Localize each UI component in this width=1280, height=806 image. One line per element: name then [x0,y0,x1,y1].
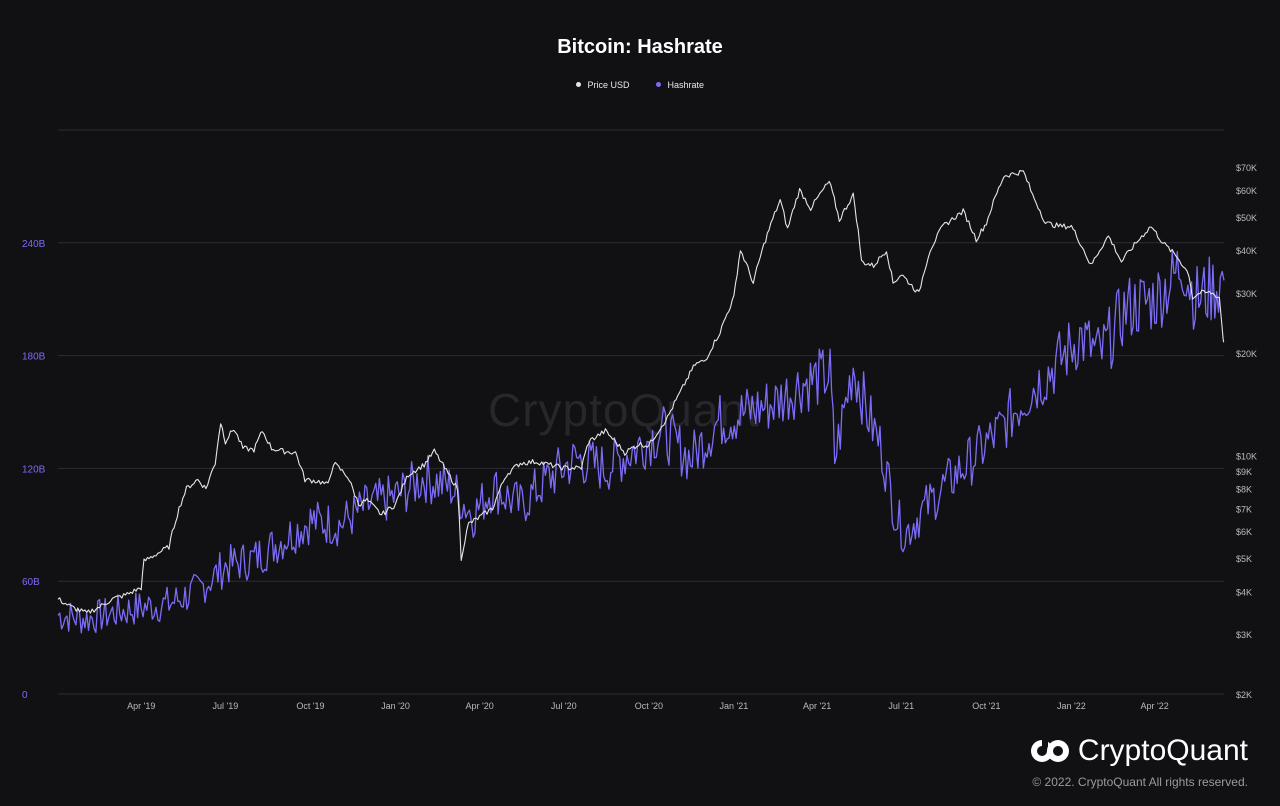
cryptoquant-logo-icon [1030,740,1069,762]
y-right-tick-label: $4K [1236,587,1252,597]
y-right-tick-label: $6K [1236,527,1252,537]
chart-legend: Price USD Hashrate [0,80,1280,90]
brand-logo: CryptoQuant [1030,734,1248,768]
y-right-tick-label: $30K [1236,289,1257,299]
y-right-tick-label: $7K [1236,504,1252,514]
x-tick-label: Oct '21 [972,701,1000,711]
x-tick-label: Apr '19 [127,701,155,711]
hashrate-series-line [57,250,1225,634]
chart-title: Bitcoin: Hashrate [557,36,723,58]
y-right-tick-label: $60K [1236,186,1257,196]
x-tick-label: Jul '20 [551,701,577,711]
x-tick-label: Jan '21 [720,701,749,711]
y-right-tick-label: $70K [1236,163,1257,173]
x-tick-label: Apr '20 [466,701,494,711]
legend-item-hashrate[interactable]: Hashrate [656,80,704,90]
x-tick-label: Jan '20 [381,701,410,711]
brand-name: CryptoQuant [1077,734,1248,767]
copyright-text: © 2022. CryptoQuant All rights reserved. [1032,775,1248,789]
y-left-tick-label: 60B [22,577,40,588]
y-right-tick-label: $50K [1236,213,1257,223]
price-legend-dot [575,82,581,88]
x-tick-label: Jan '22 [1057,701,1086,711]
price-series-line [57,170,1225,614]
y-left-tick-label: 120B [22,464,46,475]
y-right-tick-label: $40K [1236,246,1257,256]
y-left-tick-label: 240B [22,239,46,250]
y-right-tick-label: $2K [1236,690,1252,700]
y-right-tick-label: $9K [1236,467,1252,477]
y-right-tick-label: $10K [1236,452,1257,462]
x-tick-label: Jul '21 [888,701,914,711]
y-left-tick-label: 180B [22,352,46,363]
legend-item-price[interactable]: Price USD [575,80,630,90]
legend-price-label: Price USD [587,80,630,90]
legend-hashrate-label: Hashrate [667,80,705,90]
y-left-tick-label: 0 [22,690,28,701]
y-right-tick-label: $8K [1236,485,1252,495]
y-right-tick-label: $3K [1236,630,1252,640]
x-tick-label: Jul '19 [212,701,238,711]
x-tick-label: Apr '21 [803,701,831,711]
hashrate-legend-dot [656,82,661,88]
x-tick-label: Oct '19 [296,701,324,711]
watermark: CryptoQuant [488,384,760,436]
x-tick-label: Apr '22 [1141,701,1169,711]
y-right-tick-label: $20K [1236,349,1257,359]
y-right-tick-label: $5K [1236,554,1252,564]
x-tick-label: Oct '20 [635,701,663,711]
